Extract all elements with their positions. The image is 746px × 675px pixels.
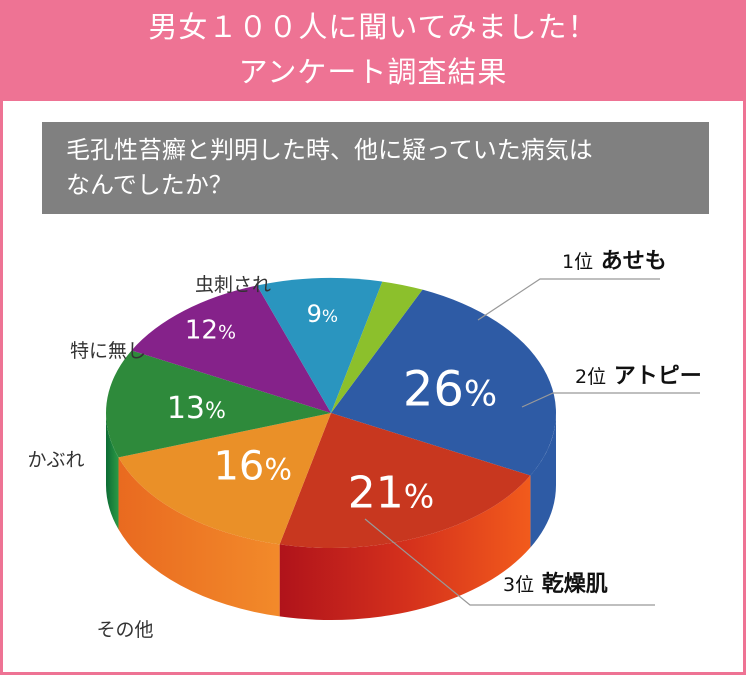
header-banner: 男女１００人に聞いてみました！ アンケート調査結果 — [0, 0, 746, 101]
category-label-あせも: 1位 あせも — [562, 249, 667, 274]
data-label-かぶれ: 12% — [185, 316, 236, 346]
leader-line-乾燥肌 — [364, 518, 655, 606]
category-label-その他: その他 — [96, 619, 153, 641]
category-label-乾燥肌: 3位 乾燥肌 — [503, 571, 608, 597]
pie-side-その他 — [106, 413, 119, 530]
pie-slice-かぶれ — [131, 285, 331, 413]
pie-slice-その他 — [106, 350, 331, 458]
data-label-その他: 13% — [167, 391, 226, 426]
category-label-虫刺され: 虫刺され — [195, 274, 271, 296]
category-label-かぶれ: かぶれ — [27, 449, 84, 471]
pie-slice-あせも — [331, 289, 556, 476]
pie-side-アトピー — [279, 475, 531, 620]
question-line2: なんでしたか？ — [66, 171, 233, 199]
data-label-乾燥肌: 16% — [213, 444, 291, 490]
pie-slice-虫刺され — [331, 281, 423, 413]
data-label-アトピー: 21% — [348, 467, 434, 518]
data-label-特に無し: 9% — [307, 300, 338, 328]
question-line1: 毛孔性苔癬と判明した時、他に疑っていた病気は — [66, 136, 593, 164]
pie-slice-特に無し — [257, 278, 383, 413]
header-title-line2: アンケート調査結果 — [238, 55, 508, 89]
leader-line-アトピー — [521, 392, 700, 408]
pie-side-乾燥肌 — [118, 457, 280, 617]
category-label-アトピー: 2位 アトピー — [575, 364, 702, 389]
question-box: 毛孔性苔癬と判明した時、他に疑っていた病気は なんでしたか？ — [42, 122, 709, 214]
pie-slice-乾燥肌 — [118, 413, 331, 545]
header-title-line1: 男女１００人に聞いてみました！ — [148, 10, 598, 44]
pie-slice-アトピー — [279, 413, 531, 548]
leader-line-あせも — [477, 278, 660, 321]
category-label-特に無し: 特に無し — [70, 340, 146, 362]
data-label-あせも: 26% — [403, 361, 497, 417]
pie-side-あせも — [530, 413, 556, 548]
